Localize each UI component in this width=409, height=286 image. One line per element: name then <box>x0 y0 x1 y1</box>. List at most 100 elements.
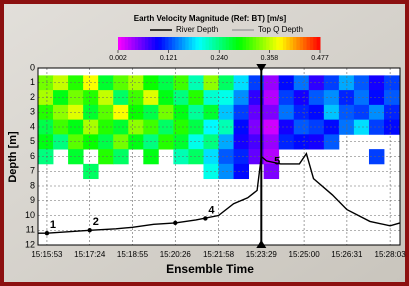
y-tick-label: 2 <box>30 92 35 102</box>
y-tick-label: 1 <box>30 77 35 87</box>
colorbar-segment <box>185 37 189 50</box>
x-tick-label: 15:15:53 <box>31 250 63 259</box>
colorbar-segment <box>212 37 216 50</box>
colorbar-tick-label: 0.477 <box>311 55 329 62</box>
colorbar-segment <box>125 37 129 50</box>
colorbar-segment <box>266 37 270 50</box>
colorbar-segment <box>152 37 156 50</box>
y-tick-label: 12 <box>25 239 35 249</box>
colorbar-segment <box>206 37 210 50</box>
colorbar-segment <box>158 37 162 50</box>
y-tick-label: 9 <box>30 195 35 205</box>
colorbar-segment <box>276 37 280 50</box>
colorbar-segment <box>165 37 169 50</box>
colorbar-segment <box>182 37 186 50</box>
y-tick-label: 8 <box>30 180 35 190</box>
colorbar-segment <box>243 37 247 50</box>
x-tick-label: 15:20:26 <box>160 250 192 259</box>
legend-label: River Depth <box>176 25 218 34</box>
colorbar-segment <box>307 37 311 50</box>
colorbar-segment <box>246 37 250 50</box>
colorbar-segment <box>172 37 176 50</box>
marker <box>45 231 49 235</box>
chart-title: Earth Velocity Magnitude (Ref: BT) [m/s] <box>134 14 287 23</box>
colorbar-segment <box>118 37 122 50</box>
colorbar-segment <box>236 37 240 50</box>
colorbar-segment <box>229 37 233 50</box>
colorbar-segment <box>219 37 223 50</box>
colorbar-segment <box>273 37 277 50</box>
annotation: 2 <box>93 216 99 228</box>
colorbar-segment <box>303 37 307 50</box>
colorbar-segment <box>259 37 263 50</box>
colorbar-segment <box>175 37 179 50</box>
y-tick-label: 11 <box>26 225 35 235</box>
colorbar-segment <box>232 37 236 50</box>
marker <box>88 228 92 232</box>
colorbar-tick-label: 0.121 <box>160 55 178 62</box>
x-tick-label: 15:26:31 <box>331 250 363 259</box>
colorbar-tick-label: 0.002 <box>109 55 127 62</box>
colorbar-segment <box>290 37 294 50</box>
colorbar-segment <box>317 37 321 50</box>
marker <box>203 216 207 220</box>
colorbar-segment <box>249 37 253 50</box>
colorbar-segment <box>293 37 297 50</box>
colorbar-segment <box>310 37 314 50</box>
colorbar-segment <box>239 37 243 50</box>
chart: Earth Velocity Magnitude (Ref: BT) [m/s]… <box>0 0 409 286</box>
colorbar-segment <box>253 37 257 50</box>
y-tick-label: 3 <box>30 107 35 117</box>
colorbar-segment <box>300 37 304 50</box>
colorbar-segment <box>286 37 290 50</box>
colorbar-segment <box>222 37 226 50</box>
annotation: 1 <box>50 219 56 231</box>
y-axis-label: Depth [m] <box>7 131 19 183</box>
colorbar-tick-label: 0.240 <box>210 55 228 62</box>
colorbar-segment <box>121 37 125 50</box>
colorbar-segment <box>270 37 274 50</box>
colorbar-segment <box>283 37 287 50</box>
page: Earth Velocity Magnitude (Ref: BT) [m/s]… <box>0 0 409 286</box>
x-tick-label: 15:18:55 <box>117 250 149 259</box>
y-tick-label: 0 <box>30 62 35 72</box>
annotation: 5 <box>274 156 280 168</box>
colorbar-segment <box>209 37 213 50</box>
colorbar-segment <box>145 37 149 50</box>
legend-label: Top Q Depth <box>258 25 303 34</box>
colorbar-tick-label: 0.358 <box>261 55 279 62</box>
y-tick-label: 6 <box>30 151 35 161</box>
colorbar-segment <box>128 37 132 50</box>
colorbar-segment <box>162 37 166 50</box>
colorbar-segment <box>189 37 193 50</box>
colorbar-segment <box>155 37 159 50</box>
colorbar-segment <box>313 37 317 50</box>
colorbar-segment <box>192 37 196 50</box>
x-axis-label: Ensemble Time <box>166 262 254 276</box>
x-tick-label: 15:17:24 <box>74 250 106 259</box>
colorbar-segment <box>226 37 230 50</box>
colorbar-segment <box>216 37 220 50</box>
colorbar-segment <box>148 37 152 50</box>
colorbar-segment <box>263 37 267 50</box>
colorbar-segment <box>142 37 146 50</box>
colorbar-segment <box>296 37 300 50</box>
colorbar-segment <box>131 37 135 50</box>
colorbar-segment <box>138 37 142 50</box>
y-tick-label: 10 <box>25 210 35 220</box>
colorbar-segment <box>169 37 173 50</box>
y-tick-label: 7 <box>30 166 35 176</box>
colorbar-segment <box>202 37 206 50</box>
y-tick-label: 4 <box>30 121 35 131</box>
y-tick-label: 5 <box>30 136 35 146</box>
colorbar-segment <box>199 37 203 50</box>
x-tick-label: 15:28:03 <box>375 250 407 259</box>
annotation: 4 <box>208 204 215 216</box>
colorbar-segment <box>280 37 284 50</box>
colorbar-segment <box>195 37 199 50</box>
x-tick-label: 15:23:29 <box>246 250 278 259</box>
x-tick-label: 15:25:00 <box>289 250 321 259</box>
colorbar-segment <box>179 37 183 50</box>
colorbar-segment <box>256 37 260 50</box>
x-tick-label: 15:21:58 <box>203 250 235 259</box>
